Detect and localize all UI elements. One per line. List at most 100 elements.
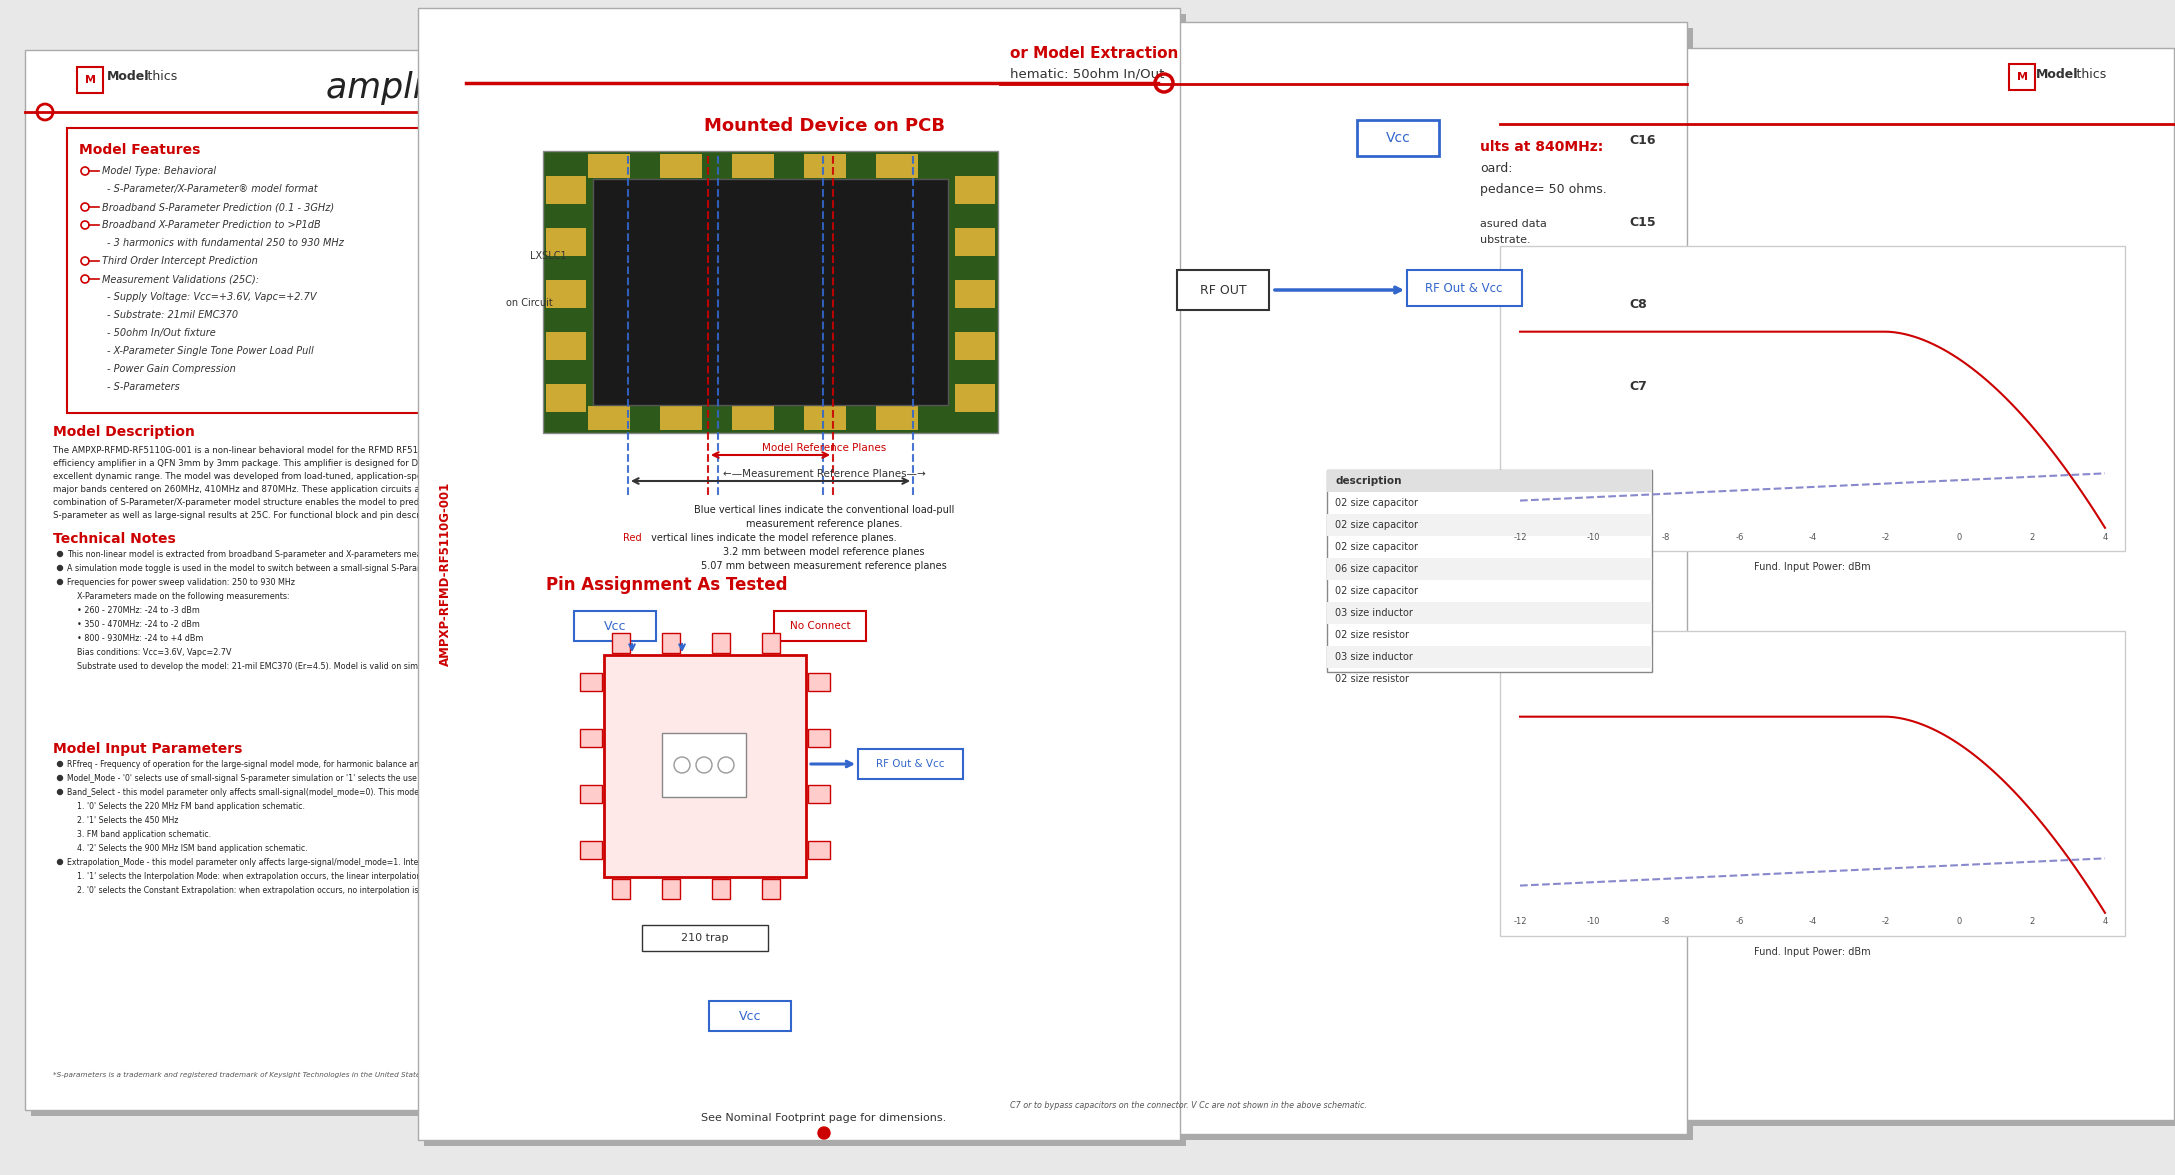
Bar (1327, 558, 1653, 580)
Text: -8: -8 (1662, 918, 1670, 927)
Text: Pin Assignment As Tested: Pin Assignment As Tested (546, 576, 787, 595)
Bar (581, 673, 602, 691)
Bar (1327, 513, 1653, 536)
Bar (659, 154, 703, 177)
Bar (761, 879, 781, 899)
Bar (981, 22, 1688, 1134)
Text: Red: Red (622, 533, 642, 543)
Text: ubstrate.: ubstrate. (1479, 235, 1531, 246)
Text: Model Description: Model Description (52, 425, 196, 439)
Bar (659, 407, 703, 430)
Text: - 50ohm In/Out fixture: - 50ohm In/Out fixture (107, 328, 215, 338)
Bar (546, 333, 585, 360)
Bar (711, 633, 731, 653)
Text: description: description (1335, 476, 1401, 486)
Text: -4: -4 (1807, 918, 1816, 927)
Bar (807, 728, 831, 747)
Bar (1501, 631, 2125, 936)
Text: ithics: ithics (146, 69, 178, 82)
Circle shape (733, 184, 742, 192)
Text: 03 size inductor: 03 size inductor (1335, 607, 1414, 618)
Text: efficiency amplifier in a QFN 3mm by 3mm package. This amplifier is designed for: efficiency amplifier in a QFN 3mm by 3mm… (52, 459, 566, 468)
Text: 0: 0 (1955, 918, 1962, 927)
Text: This non-linear model is extracted from broadband S-parameter and X-parameters m: This non-linear model is extracted from … (67, 550, 546, 559)
Bar (807, 673, 831, 691)
Bar (661, 879, 681, 899)
Text: hematic: 50ohm In/Out: hematic: 50ohm In/Out (1009, 67, 1164, 81)
Text: asured data: asured data (1479, 219, 1546, 229)
Text: 02 size capacitor: 02 size capacitor (1335, 586, 1418, 596)
Text: Vcc: Vcc (740, 1009, 761, 1022)
Text: C7 or to bypass capacitors on the connector. V Cc are not shown in the above sch: C7 or to bypass capacitors on the connec… (1009, 1101, 1366, 1110)
Text: 1. '1' selects the Interpolation Mode: when extrapolation occurs, the linear int: 1. '1' selects the Interpolation Mode: w… (76, 872, 546, 881)
Text: 210 trap: 210 trap (681, 933, 729, 944)
Text: -12: -12 (1514, 918, 1527, 927)
Text: on Circuit: on Circuit (507, 298, 552, 308)
Text: Vcc: Vcc (605, 619, 626, 632)
Bar (581, 841, 602, 859)
Bar (24, 51, 935, 1110)
Text: Measurement Validations (25C):: Measurement Validations (25C): (102, 274, 259, 284)
Text: ults at 840MHz:: ults at 840MHz: (1479, 140, 1603, 154)
Bar (1327, 470, 1653, 492)
Bar (424, 14, 1185, 1146)
Text: combination of S-Parameter/X-parameter model structure enables the model to pred: combination of S-Parameter/X-parameter m… (52, 498, 550, 506)
Text: 4: 4 (2103, 532, 2108, 542)
Bar (30, 56, 942, 1116)
Circle shape (57, 579, 63, 584)
Text: Model_Mode - '0' selects use of small-signal S-parameter simulation or '1' selec: Model_Mode - '0' selects use of small-si… (67, 774, 520, 783)
Text: - 3 harmonics with fundamental 250 to 930 MHz: - 3 harmonics with fundamental 250 to 93… (107, 239, 344, 248)
Text: C15: C15 (1629, 215, 1655, 228)
Text: Blue vertical lines indicate the conventional load-pull: Blue vertical lines indicate the convent… (694, 505, 955, 515)
Text: 2. '1' Selects the 450 MHz: 2. '1' Selects the 450 MHz (76, 815, 178, 825)
Bar (1407, 270, 1522, 306)
Bar (1327, 646, 1653, 669)
Circle shape (818, 1127, 831, 1139)
Text: Model Reference Planes: Model Reference Planes (761, 443, 885, 454)
Text: -6: -6 (1736, 532, 1744, 542)
Text: Third Order Intercept Prediction: Third Order Intercept Prediction (102, 256, 259, 266)
Text: AMPXP-RFMD-RF5110G-001: AMPXP-RFMD-RF5110G-001 (439, 482, 452, 666)
Text: 02 size resistor: 02 size resistor (1335, 674, 1409, 684)
Text: oard:: oard: (1479, 162, 1512, 175)
Bar (987, 28, 1692, 1140)
Bar (1357, 120, 1440, 156)
Text: RF Out & Vcc: RF Out & Vcc (877, 759, 944, 768)
Text: 3.2 mm between model reference planes: 3.2 mm between model reference planes (724, 548, 924, 557)
Text: Power Amplifier: Power Amplifier (681, 340, 794, 352)
Bar (2010, 63, 2036, 90)
Text: pedance= 50 ohms.: pedance= 50 ohms. (1479, 183, 1607, 196)
Circle shape (57, 761, 63, 766)
Bar (546, 280, 585, 308)
Text: 02 size capacitor: 02 size capacitor (1335, 498, 1418, 508)
Text: RF OUT: RF OUT (1201, 283, 1246, 296)
Bar (546, 176, 585, 204)
Bar (774, 611, 866, 642)
Text: ←—Measurement Reference Planes—→: ←—Measurement Reference Planes—→ (722, 469, 924, 479)
Circle shape (57, 565, 63, 571)
Bar (661, 733, 746, 797)
Text: Model: Model (107, 69, 150, 82)
Text: C16: C16 (1629, 134, 1655, 147)
Text: 02 size resistor: 02 size resistor (1335, 630, 1409, 640)
Text: vertical lines indicate the model reference planes.: vertical lines indicate the model refere… (648, 533, 896, 543)
Text: Technical Notes: Technical Notes (52, 532, 176, 546)
Text: Mounted Device on PCB: Mounted Device on PCB (703, 118, 944, 135)
Bar (581, 728, 602, 747)
Text: • 350 - 470MHz: -24 to -2 dBm: • 350 - 470MHz: -24 to -2 dBm (76, 620, 200, 629)
Text: C8: C8 (1629, 297, 1646, 310)
Bar (544, 152, 998, 434)
Text: 4. '2' Selects the 900 MHz ISM band application schematic.: 4. '2' Selects the 900 MHz ISM band appl… (76, 844, 307, 853)
Circle shape (57, 859, 63, 865)
Bar (594, 179, 948, 405)
Bar (1468, 54, 2175, 1126)
Bar (955, 384, 994, 412)
Bar (611, 879, 631, 899)
Text: he DUT:: he DUT: (1479, 612, 1522, 622)
Text: Model: Model (2036, 67, 2079, 81)
Text: - X-Parameter Single Tone Power Load Pull: - X-Parameter Single Tone Power Load Pul… (107, 345, 313, 356)
Text: amplifier behavioral model: amplifier behavioral model (326, 70, 794, 105)
Text: -2: -2 (1881, 918, 1890, 927)
Text: RFMD RF5110G: RFMD RF5110G (672, 301, 803, 316)
Text: 4: 4 (2103, 918, 2108, 927)
